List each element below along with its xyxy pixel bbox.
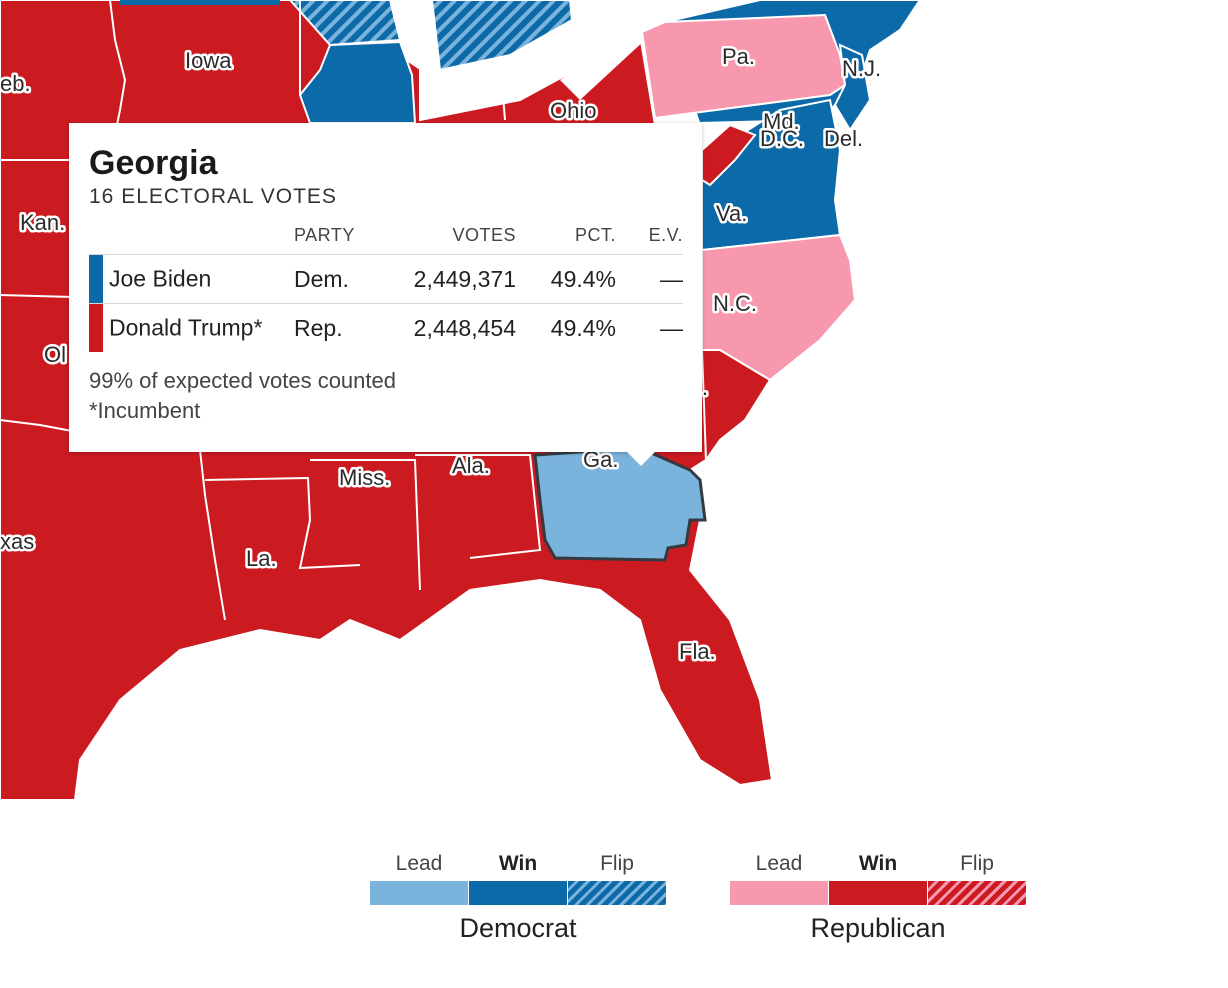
legend-rep-flip-swatch [928, 881, 1026, 905]
candidate-name: Joe Biden [109, 265, 212, 292]
label-south-carolina: . [702, 375, 708, 400]
legend-rep-lead: Lead [730, 850, 828, 905]
legend-republican: Lead Win Flip Republican [730, 850, 1026, 944]
label-ohio: Ohio [550, 98, 596, 123]
label-dc: D.C. [760, 126, 804, 151]
pct-cell: 49.4% [516, 254, 616, 304]
votes-cell: 2,448,454 [413, 314, 516, 341]
legend-lead-label: Lead [395, 852, 443, 875]
pct-cell: 49.4% [550, 314, 616, 341]
label-kansas: Kan. [20, 210, 65, 235]
legend-flip-label: Flip [960, 852, 994, 875]
results-table: PARTY VOTES PCT. E.V. Joe Biden Dem. 2,4… [89, 225, 683, 352]
label-maryland: Md. [763, 109, 800, 134]
state-west-virginia[interactable] [701, 123, 757, 187]
header-party: PARTY [294, 225, 378, 255]
label-virginia: Va. [716, 201, 747, 226]
legend-democrat: Lead Win Flip Democrat [370, 850, 666, 944]
label-alabama: Ala. [452, 453, 490, 478]
table-row: Joe Biden Dem. 2,449,371 49.4% — [89, 254, 683, 304]
state-wisconsin[interactable] [288, 0, 402, 47]
party-color-swatch [89, 255, 103, 303]
legend-flip-label: Flip [600, 852, 634, 875]
results-header-row: PARTY VOTES PCT. E.V. [89, 225, 683, 255]
legend-dem-flip: Flip [568, 850, 666, 905]
votes-counted-note: 99% of expected votes counted [89, 368, 396, 393]
ev-cell: — [616, 254, 683, 304]
label-delaware: Del. [824, 126, 863, 151]
tooltip-state-name: Georgia [89, 144, 218, 182]
party-cell: Dem. [294, 254, 378, 304]
state-georgia[interactable] [533, 446, 707, 562]
ev-cell: — [660, 314, 683, 341]
header-ev: E.V. [616, 225, 683, 255]
legend-republican-label: Republican [810, 913, 946, 943]
tooltip-electoral-votes: 16 ELECTORAL VOTES [89, 185, 337, 208]
header-candidate [89, 225, 294, 255]
label-new-jersey: N.J. [842, 56, 881, 81]
legend-dem-win: Win [469, 850, 567, 905]
legend-rep-win: Win [829, 850, 927, 905]
label-iowa: Iowa [185, 48, 232, 73]
legend-rep-lead-swatch [730, 881, 828, 905]
legend-dem-lead-swatch [370, 881, 468, 905]
label-pennsylvania: Pa. [722, 44, 755, 69]
legend-dem-flip-swatch [568, 881, 666, 905]
candidate-name: Donald Trump* [109, 314, 263, 341]
incumbent-note: *Incumbent [89, 398, 201, 423]
label-texas: xas [0, 529, 34, 554]
header-pct: PCT. [516, 225, 616, 255]
legend-win-label: Win [498, 852, 538, 875]
state-minnesota[interactable] [120, 0, 280, 5]
state-south-carolina[interactable] [700, 349, 772, 464]
label-north-carolina: N.C. [713, 291, 757, 316]
party-color-swatch [89, 304, 103, 352]
label-louisiana: La. [246, 546, 277, 571]
legend-win-label: Win [858, 852, 898, 875]
great-lake-erie [560, 28, 645, 100]
legend-rep-flip: Flip [928, 850, 1026, 905]
label-oklahoma: Ol [44, 342, 66, 367]
party-cell: Rep. [294, 314, 343, 341]
state-results-tooltip: Georgia 16 ELECTORAL VOTES PARTY VOTES P… [69, 123, 702, 466]
state-michigan[interactable] [430, 0, 574, 72]
tooltip-pointer [627, 452, 655, 466]
label-mississippi: Miss. [339, 465, 390, 490]
label-nebraska: eb. [0, 71, 31, 96]
legend-lead-label: Lead [755, 852, 803, 875]
header-votes: VOTES [378, 225, 516, 255]
state-new-jersey[interactable] [833, 43, 872, 132]
table-row: Donald Trump* Rep. 2,448,454 49.4% — [89, 304, 683, 352]
legend-dem-lead: Lead [370, 850, 468, 905]
candidate-cell: Donald Trump* [89, 304, 294, 352]
candidate-cell: Joe Biden [89, 254, 294, 304]
label-florida: Fla. [679, 639, 716, 664]
great-lake-michigan [390, 0, 420, 70]
legend-dem-win-swatch [469, 881, 567, 905]
votes-cell: 2,449,371 [378, 254, 516, 304]
legend-rep-win-swatch [829, 881, 927, 905]
legend-democrat-label: Democrat [459, 913, 577, 943]
